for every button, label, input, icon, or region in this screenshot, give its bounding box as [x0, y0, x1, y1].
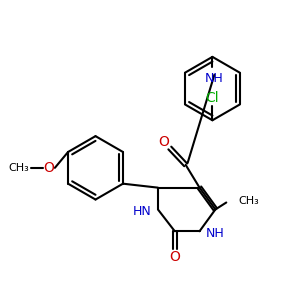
- Text: O: O: [44, 161, 54, 175]
- Text: NH: NH: [206, 227, 225, 240]
- Text: CH₃: CH₃: [9, 163, 30, 173]
- Text: HN: HN: [133, 205, 152, 218]
- Text: NH: NH: [205, 72, 224, 85]
- Text: O: O: [169, 250, 180, 264]
- Text: Cl: Cl: [206, 92, 219, 106]
- Text: O: O: [158, 135, 169, 149]
- Text: CH₃: CH₃: [238, 196, 259, 206]
